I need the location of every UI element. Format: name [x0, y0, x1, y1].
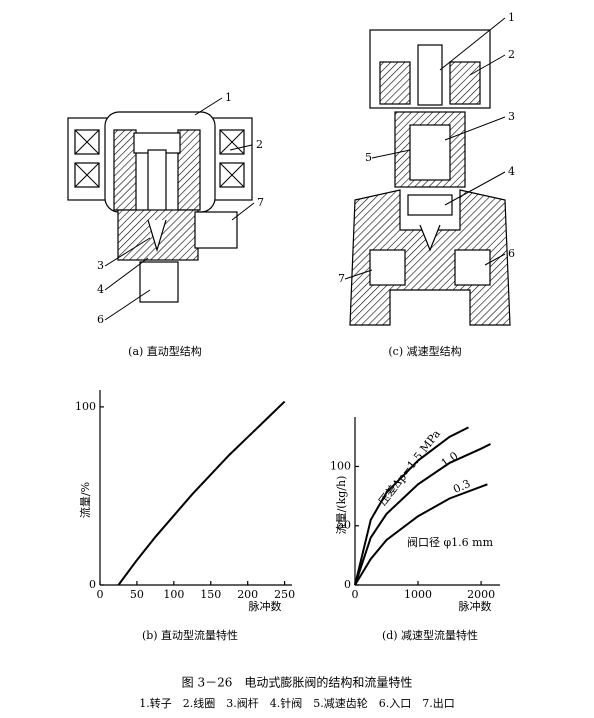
label: 7	[338, 272, 345, 285]
x-tick-label: 250	[274, 588, 295, 601]
label: 4	[508, 165, 515, 178]
diagram-a: 1 2 7 3 4 6 (a) 直动型结构	[67, 91, 264, 358]
series-label: 压差Δp=1.5 MPa	[375, 427, 443, 508]
x-axis-label: 脉冲数	[459, 599, 492, 613]
label: 6	[97, 313, 104, 326]
label: 1	[508, 11, 515, 24]
diagram-c: 1 2 3 5 4 6 7 (c) 减速型结构	[338, 11, 515, 358]
y-tick-label: 100	[330, 459, 351, 472]
y-axis-label: 流量/%	[78, 482, 92, 518]
caption-title: 图 3－26 电动式膨胀阀的结构和流量特性	[182, 675, 413, 690]
chart-title: (d) 减速型流量特性	[382, 628, 478, 642]
chart-title: (b) 直动型流量特性	[142, 628, 238, 642]
annotation: 阀口径 φ1.6 mm	[407, 535, 494, 549]
diagram-title: (a) 直动型结构	[128, 344, 202, 358]
x-tick-label: 0	[97, 588, 104, 601]
label: 2	[508, 48, 515, 61]
y-tick-label: 0	[89, 578, 96, 591]
x-tick-label: 1000	[404, 588, 432, 601]
label: 4	[97, 283, 104, 296]
y-axis-label: 流量/(kg/h)	[334, 476, 348, 535]
series-label: 0.3	[451, 477, 472, 496]
label: 6	[508, 247, 515, 260]
x-tick-label: 50	[130, 588, 144, 601]
x-tick-label: 150	[200, 588, 221, 601]
label: 5	[365, 151, 372, 164]
label: 1	[225, 91, 232, 104]
x-tick-label: 0	[352, 588, 359, 601]
y-tick-label: 50	[337, 519, 351, 532]
x-tick-label: 100	[163, 588, 184, 601]
line-series	[354, 443, 491, 586]
diagram-title: (c) 减速型结构	[388, 344, 461, 358]
label: 3	[97, 259, 104, 272]
x-tick-label: 200	[237, 588, 258, 601]
x-tick-label: 2000	[467, 588, 495, 601]
label: 7	[257, 196, 264, 209]
x-axis-label: 脉冲数	[249, 599, 282, 613]
line-series	[354, 426, 469, 586]
label: 3	[508, 110, 515, 123]
line-series	[354, 483, 488, 586]
y-tick-label: 0	[344, 578, 351, 591]
y-tick-label: 100	[75, 400, 96, 413]
caption-legend: 1.转子 2.线圈 3.阀杆 4.针阀 5.减速齿轮 6.入口 7.出口	[139, 696, 454, 710]
line-series	[117, 400, 286, 586]
label: 2	[256, 138, 263, 151]
